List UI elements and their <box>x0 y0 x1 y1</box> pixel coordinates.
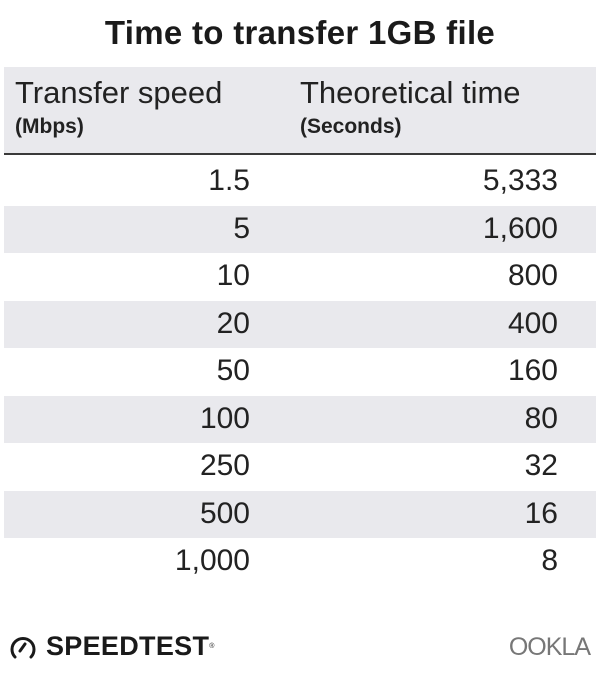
column-header-speed: Transfer speed <box>15 75 223 110</box>
ookla-logo: OOKLA <box>508 633 591 661</box>
column-unit-time: (Seconds) <box>300 115 402 138</box>
cell-speed: 50 <box>216 354 250 387</box>
cell-time: 800 <box>507 259 558 292</box>
cell-speed: 20 <box>216 306 250 340</box>
gauge-icon <box>10 636 36 658</box>
table-header: Transfer speed (Mbps) Theoretical time (… <box>4 67 596 155</box>
table-row: 1,000 8 <box>4 538 596 586</box>
table-row: 1.5 5,333 <box>4 158 596 206</box>
cell-time: 1,600 <box>482 211 558 245</box>
cell-time: 160 <box>507 354 558 387</box>
cell-time: 5,333 <box>482 164 558 197</box>
cell-time: 16 <box>524 496 558 530</box>
table-row: 20 400 <box>4 300 596 348</box>
table-row: 5 1,600 <box>4 205 596 253</box>
cell-speed: 1,000 <box>174 544 250 577</box>
table-row: 50 160 <box>4 348 596 396</box>
cell-time: 8 <box>541 544 558 577</box>
cell-time: 80 <box>524 401 558 435</box>
column-unit-speed: (Mbps) <box>15 115 84 138</box>
cell-speed: 500 <box>199 496 250 530</box>
cell-speed: 10 <box>216 259 250 292</box>
cell-speed: 5 <box>233 211 250 245</box>
cell-speed: 250 <box>199 449 250 482</box>
cell-speed: 100 <box>199 401 250 435</box>
speedtest-logo: SPEEDTEST ® <box>8 631 214 662</box>
chart-title: Time to transfer 1GB file <box>104 14 496 51</box>
table-row: 100 80 <box>4 395 596 443</box>
column-header-time: Theoretical time <box>300 75 521 110</box>
table-row: 250 32 <box>4 443 596 491</box>
table-row: 10 800 <box>4 253 596 301</box>
speedtest-wordmark: SPEEDTEST <box>46 631 210 661</box>
cell-time: 400 <box>507 306 558 340</box>
cell-speed: 1.5 <box>208 164 250 197</box>
cell-time: 32 <box>524 449 558 482</box>
table-row: 500 16 <box>4 490 596 538</box>
